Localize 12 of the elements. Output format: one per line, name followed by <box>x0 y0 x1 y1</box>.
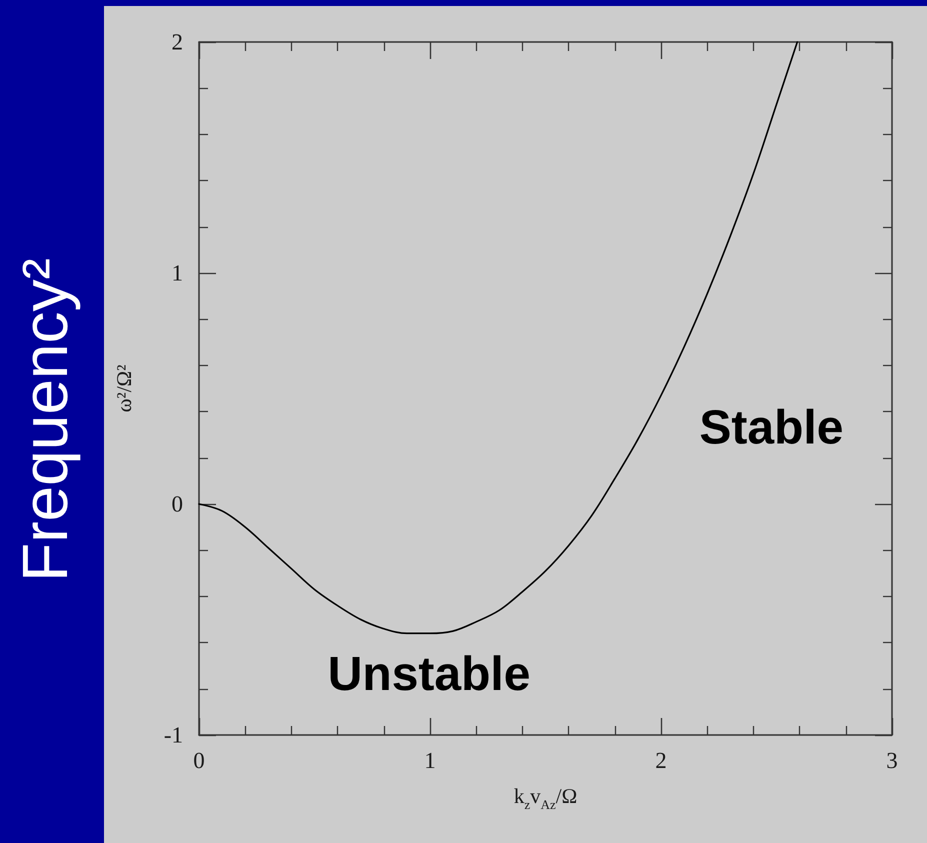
y-tick-label: 1 <box>172 260 183 286</box>
x-tick-label: 2 <box>655 748 667 773</box>
y-tick-label: 2 <box>172 30 183 54</box>
annotation: Unstable <box>328 648 530 702</box>
text: Frequency² <box>9 258 81 582</box>
y-axis-title: ω²/Ω² <box>112 364 136 412</box>
y-tick-label: -1 <box>164 722 183 748</box>
x-tick-label: 3 <box>886 748 898 773</box>
annotation: Stable <box>699 402 844 454</box>
x-tick-label: 1 <box>424 748 436 773</box>
y-tick-label: 0 <box>172 492 183 516</box>
x-tick-label: 0 <box>193 748 205 773</box>
